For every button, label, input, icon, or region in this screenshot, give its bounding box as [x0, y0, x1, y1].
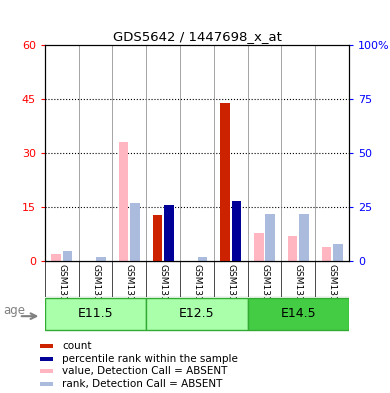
Text: GSM1310179: GSM1310179: [125, 264, 134, 325]
Bar: [63, 251, 72, 261]
Bar: [119, 142, 128, 261]
Text: E14.5: E14.5: [280, 307, 316, 320]
Text: GSM1310180: GSM1310180: [226, 264, 235, 325]
Text: GSM1310175: GSM1310175: [260, 264, 269, 325]
Bar: [146, 299, 248, 330]
Bar: [299, 214, 309, 261]
Bar: [45, 299, 146, 330]
Bar: [51, 254, 61, 261]
Bar: [220, 103, 230, 261]
Text: E11.5: E11.5: [78, 307, 113, 320]
Bar: [40, 344, 53, 348]
Bar: [164, 205, 174, 261]
Text: GSM1310174: GSM1310174: [159, 264, 168, 325]
Bar: [153, 215, 162, 261]
Bar: [288, 236, 298, 261]
Text: GSM1310178: GSM1310178: [294, 264, 303, 325]
Bar: [40, 382, 53, 386]
Title: GDS5642 / 1447698_x_at: GDS5642 / 1447698_x_at: [112, 29, 282, 42]
Bar: [333, 244, 342, 261]
Text: GSM1310181: GSM1310181: [328, 264, 337, 325]
Bar: [40, 369, 53, 373]
Text: E12.5: E12.5: [179, 307, 215, 320]
Bar: [266, 214, 275, 261]
Text: rank, Detection Call = ABSENT: rank, Detection Call = ABSENT: [62, 379, 222, 389]
Text: GSM1310173: GSM1310173: [57, 264, 66, 325]
Bar: [232, 201, 241, 261]
Bar: [40, 357, 53, 361]
Text: age: age: [4, 304, 26, 318]
Text: GSM1310177: GSM1310177: [192, 264, 202, 325]
Text: GSM1310176: GSM1310176: [91, 264, 100, 325]
Bar: [254, 233, 264, 261]
Text: value, Detection Call = ABSENT: value, Detection Call = ABSENT: [62, 366, 227, 376]
Text: count: count: [62, 341, 91, 351]
Bar: [96, 257, 106, 261]
Text: percentile rank within the sample: percentile rank within the sample: [62, 354, 238, 364]
Bar: [248, 299, 349, 330]
Bar: [130, 203, 140, 261]
Bar: [322, 247, 331, 261]
Bar: [198, 257, 207, 261]
